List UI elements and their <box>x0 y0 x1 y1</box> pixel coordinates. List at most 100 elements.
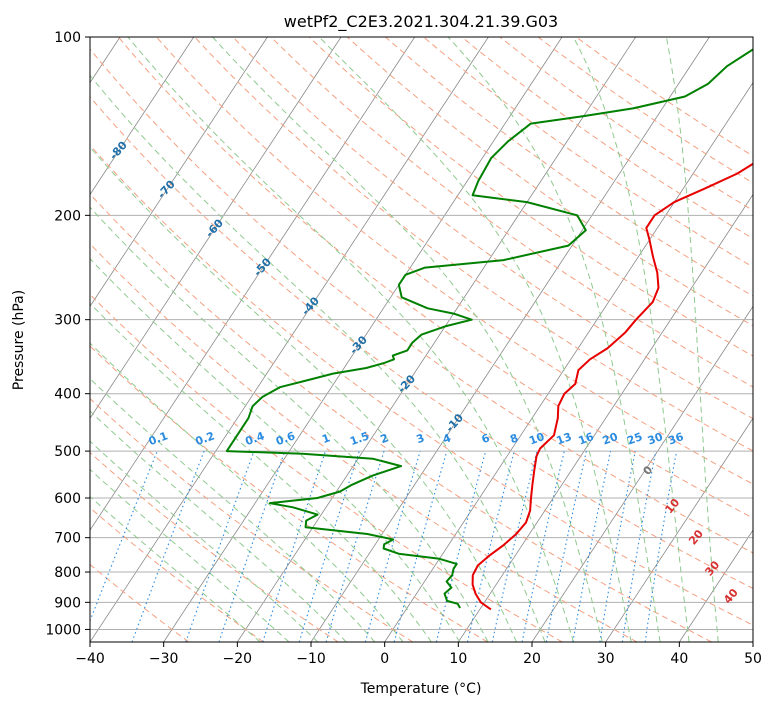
mixing-ratio-label: 13 <box>555 430 574 447</box>
y-tick-label: 900 <box>54 595 81 611</box>
mixing-ratio-line <box>644 451 678 642</box>
mixing-ratio-line <box>599 450 636 642</box>
isotherm-line <box>90 37 416 531</box>
dry-adiabat-line <box>118 37 753 519</box>
y-tick-label: 700 <box>54 531 81 547</box>
x-tick-label: −10 <box>296 651 326 667</box>
x-tick-label: −20 <box>223 651 253 667</box>
moist-adiabat-line <box>90 377 376 642</box>
y-tick-label: 600 <box>54 491 81 507</box>
y-tick-label: 500 <box>54 444 81 460</box>
dry-adiabat-line <box>232 37 753 420</box>
moist-adiabat-line <box>90 468 290 642</box>
y-tick-label: 1000 <box>45 622 81 638</box>
moist-adiabat-line <box>90 302 432 642</box>
axis-ticks: −40 −30 −20 −10 0 10 20 30 40 5010020030040050060… <box>45 30 762 667</box>
moist-adiabat-line <box>90 342 404 642</box>
x-tick-label: 30 <box>597 651 615 667</box>
mixing-ratio-line <box>325 450 385 642</box>
dry-adiabat-line <box>90 96 753 590</box>
moist-adiabat-line <box>318 37 632 642</box>
isotherm-line <box>384 81 753 642</box>
isotherm-line <box>90 37 268 308</box>
dewpoint-profile <box>225 48 753 609</box>
x-tick-label: 50 <box>744 651 762 667</box>
mixing-ratio-label: 0.6 <box>274 429 297 448</box>
x-tick-label: 20 <box>523 651 541 667</box>
dry-adiabat-line <box>90 507 264 642</box>
y-axis-title: Pressure (hPa) <box>11 290 27 390</box>
mixing-ratio-label: 2 <box>379 431 391 446</box>
dry-adiabat-line <box>90 345 488 642</box>
isotherm-line <box>163 37 563 642</box>
moist-adiabat-line <box>90 257 461 642</box>
y-tick-label: 300 <box>54 313 81 329</box>
mixing-ratio-label: 25 <box>625 430 644 447</box>
mixing-ratio-label: 10 <box>527 430 546 448</box>
temperature-profile <box>471 162 753 611</box>
y-tick-label: 200 <box>54 208 81 224</box>
plot-frame <box>89 36 754 643</box>
dry-adiabat-line <box>90 144 753 626</box>
moist-adiabat-line <box>90 74 546 642</box>
x-tick-label: 40 <box>670 651 688 667</box>
isotherm-line <box>605 417 753 642</box>
mixing-ratio-label: 0.2 <box>194 429 217 448</box>
y-tick-label: 400 <box>54 387 81 403</box>
mixing-ratio-line <box>621 450 657 642</box>
mixing-ratio-line <box>262 450 327 642</box>
background-lines <box>90 37 753 642</box>
y-tick-label: 800 <box>54 565 81 581</box>
mixing-ratio-line <box>545 450 587 642</box>
dry-adiabat-line <box>156 37 753 485</box>
chart-title: wetPf2_C2E3.2021.304.21.39.G03 <box>284 12 558 32</box>
dry-adiabat-line <box>90 293 563 642</box>
mixing-ratio-label: 4 <box>441 431 453 446</box>
mixing-ratio-label: 1.5 <box>348 429 371 448</box>
profiles <box>225 48 753 611</box>
dry-adiabat-line <box>90 48 753 554</box>
mixing-ratio-line <box>298 450 360 642</box>
mixing-ratio-label: 30 <box>646 430 665 448</box>
mixing-ratio-line <box>131 450 205 642</box>
isotherm-line <box>236 37 637 642</box>
isotherm-line <box>678 529 753 642</box>
mixing-ratio-line <box>218 450 286 642</box>
moist-adiabat-line <box>90 146 517 642</box>
dry-adiabat-line <box>90 451 339 642</box>
mixing-ratio-label: 6 <box>480 431 492 446</box>
moist-adiabat-line <box>665 37 719 642</box>
x-axis-title: Temperature (°C) <box>360 681 482 697</box>
moist-adiabat-line <box>90 440 319 642</box>
y-tick-label: 100 <box>54 30 81 46</box>
dry-adiabat-line <box>194 37 753 452</box>
mixing-ratio-label: 0.4 <box>243 429 266 448</box>
moist-adiabat-line <box>90 495 261 642</box>
isotherm-line <box>90 37 195 196</box>
x-tick-label: 10 <box>449 651 467 667</box>
moist-adiabat-line <box>572 37 690 642</box>
dry-adiabat-line <box>385 37 753 297</box>
moist-adiabat-line <box>212 37 603 642</box>
mixing-ratio-label: 8 <box>508 431 520 446</box>
x-tick-label: −40 <box>75 651 105 667</box>
mixing-ratio-line <box>572 450 612 642</box>
dry-adiabat-line <box>346 37 753 327</box>
mixing-ratio-line <box>90 450 158 623</box>
mixing-ratio-label: 36 <box>666 430 685 448</box>
isotherm-line <box>531 305 753 642</box>
isotherm-line <box>457 193 753 642</box>
isotherm-line <box>90 37 342 419</box>
x-tick-label: −30 <box>149 651 179 667</box>
x-tick-label: 0 <box>380 651 389 667</box>
isotherm-line <box>90 37 489 642</box>
moist-adiabat-line <box>127 37 575 642</box>
mixing-ratio-label: 16 <box>577 430 596 448</box>
mixing-ratio-label: 1 <box>320 431 332 446</box>
moist-adiabat-line <box>447 37 661 642</box>
mixing-ratio-label: 20 <box>601 430 620 448</box>
mixing-ratio-label: 3 <box>415 431 427 446</box>
mixing-ratio-line <box>364 450 421 642</box>
mixing-ratio-label: 0.1 <box>147 429 170 448</box>
